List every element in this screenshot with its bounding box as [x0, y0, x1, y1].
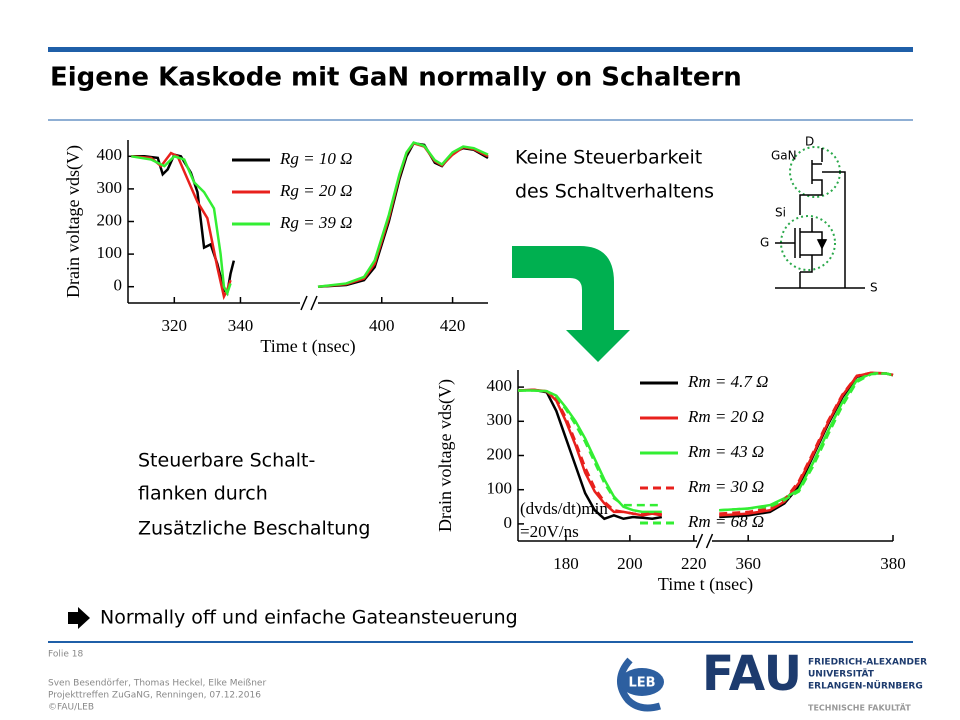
y-tick-label: 400	[97, 145, 123, 164]
fau-text: FRIEDRICH-ALEXANDER	[808, 658, 927, 668]
annotation: (dvds/dt)min	[520, 499, 608, 518]
header-bar	[48, 47, 913, 52]
x-tick-label: 320	[162, 316, 188, 335]
slide-number: Folie 18	[48, 650, 83, 660]
note-text: flanken durch	[138, 483, 268, 505]
leb-badge	[620, 668, 664, 696]
footer-text: Projekttreffen ZuGaNG, Renningen, 07.12.…	[48, 691, 261, 701]
legend-label: Rg = 10 Ω	[279, 149, 352, 168]
note-text: Keine Steuerbarkeit	[515, 147, 702, 169]
y-tick-label: 300	[97, 178, 123, 197]
circuit-label: Si	[775, 206, 786, 220]
diode	[816, 239, 828, 250]
y-tick-label: 100	[97, 243, 123, 262]
legend-label: Rg = 39 Ω	[279, 213, 352, 232]
x-tick-label: 380	[880, 554, 906, 573]
legend-label: Rm = 4.7 Ω	[687, 372, 768, 391]
y-tick-label: 100	[487, 479, 513, 498]
y-tick-label: 300	[487, 410, 513, 429]
legend-label: Rm = 30 Ω	[687, 477, 764, 496]
y-tick-label: 200	[97, 210, 123, 229]
series-line	[518, 372, 894, 512]
x-tick-label: 180	[553, 554, 579, 573]
x-tick-label: 340	[228, 316, 254, 335]
y-tick-label: 400	[487, 376, 513, 395]
y-axis-label: Drain voltage vds(V)	[435, 379, 456, 532]
legend-label: Rg = 20 Ω	[279, 181, 352, 200]
legend-label: Rm = 68 Ω	[687, 512, 764, 531]
bullet-arrow	[68, 607, 90, 629]
circuit-label: D	[805, 135, 814, 149]
note-text: Steuerbare Schalt-	[138, 450, 315, 472]
note-text: Zusätzliche Beschaltung	[138, 518, 370, 540]
series-line	[131, 141, 489, 297]
y-tick-label: 200	[487, 444, 513, 463]
x-tick-label: 360	[735, 554, 761, 573]
y-axis-label: Drain voltage vds(V)	[63, 145, 84, 298]
faculty-text: TECHNISCHE FAKULTÄT	[808, 703, 911, 713]
circuit-label: GaN	[771, 149, 797, 163]
note-text: des Schaltverhaltens	[515, 181, 714, 203]
axis-break	[695, 533, 714, 549]
circuit	[775, 146, 865, 289]
circuit-label: G	[760, 236, 769, 250]
x-axis-label: Time t (nsec)	[260, 336, 355, 357]
footer-text: Sven Besendörfer, Thomas Heckel, Elke Me…	[48, 679, 266, 689]
legend-label: Rm = 43 Ω	[687, 442, 764, 461]
conclusion: Normally off und einfache Gateansteuerun…	[100, 607, 518, 629]
footer-text: ©FAU/LEB	[48, 703, 94, 713]
x-tick-label: 200	[617, 554, 643, 573]
x-axis-label: Time t (nsec)	[658, 574, 753, 595]
x-tick-label: 220	[681, 554, 707, 573]
slide-title: Eigene Kaskode mit GaN normally on Schal…	[50, 63, 742, 93]
y-tick-label: 0	[504, 513, 513, 532]
fau-text: ERLANGEN-NÜRNBERG	[808, 681, 923, 692]
annotation: =20V/ns	[520, 522, 579, 541]
leb-logo: LEB	[628, 676, 655, 691]
circuit-wires	[775, 148, 865, 289]
circuit-label: S	[870, 281, 878, 295]
legend-label: Rm = 20 Ω	[687, 407, 764, 426]
x-tick-label: 420	[440, 316, 466, 335]
leb-swoosh	[617, 657, 662, 712]
flow-arrow	[512, 246, 630, 362]
si-circle	[780, 215, 836, 271]
fau-text: UNIVERSITÄT	[808, 669, 875, 680]
x-tick-label: 400	[369, 316, 395, 335]
y-tick-label: 0	[114, 276, 123, 295]
fau-logo: FAU	[702, 646, 802, 702]
axis-break	[300, 295, 318, 311]
